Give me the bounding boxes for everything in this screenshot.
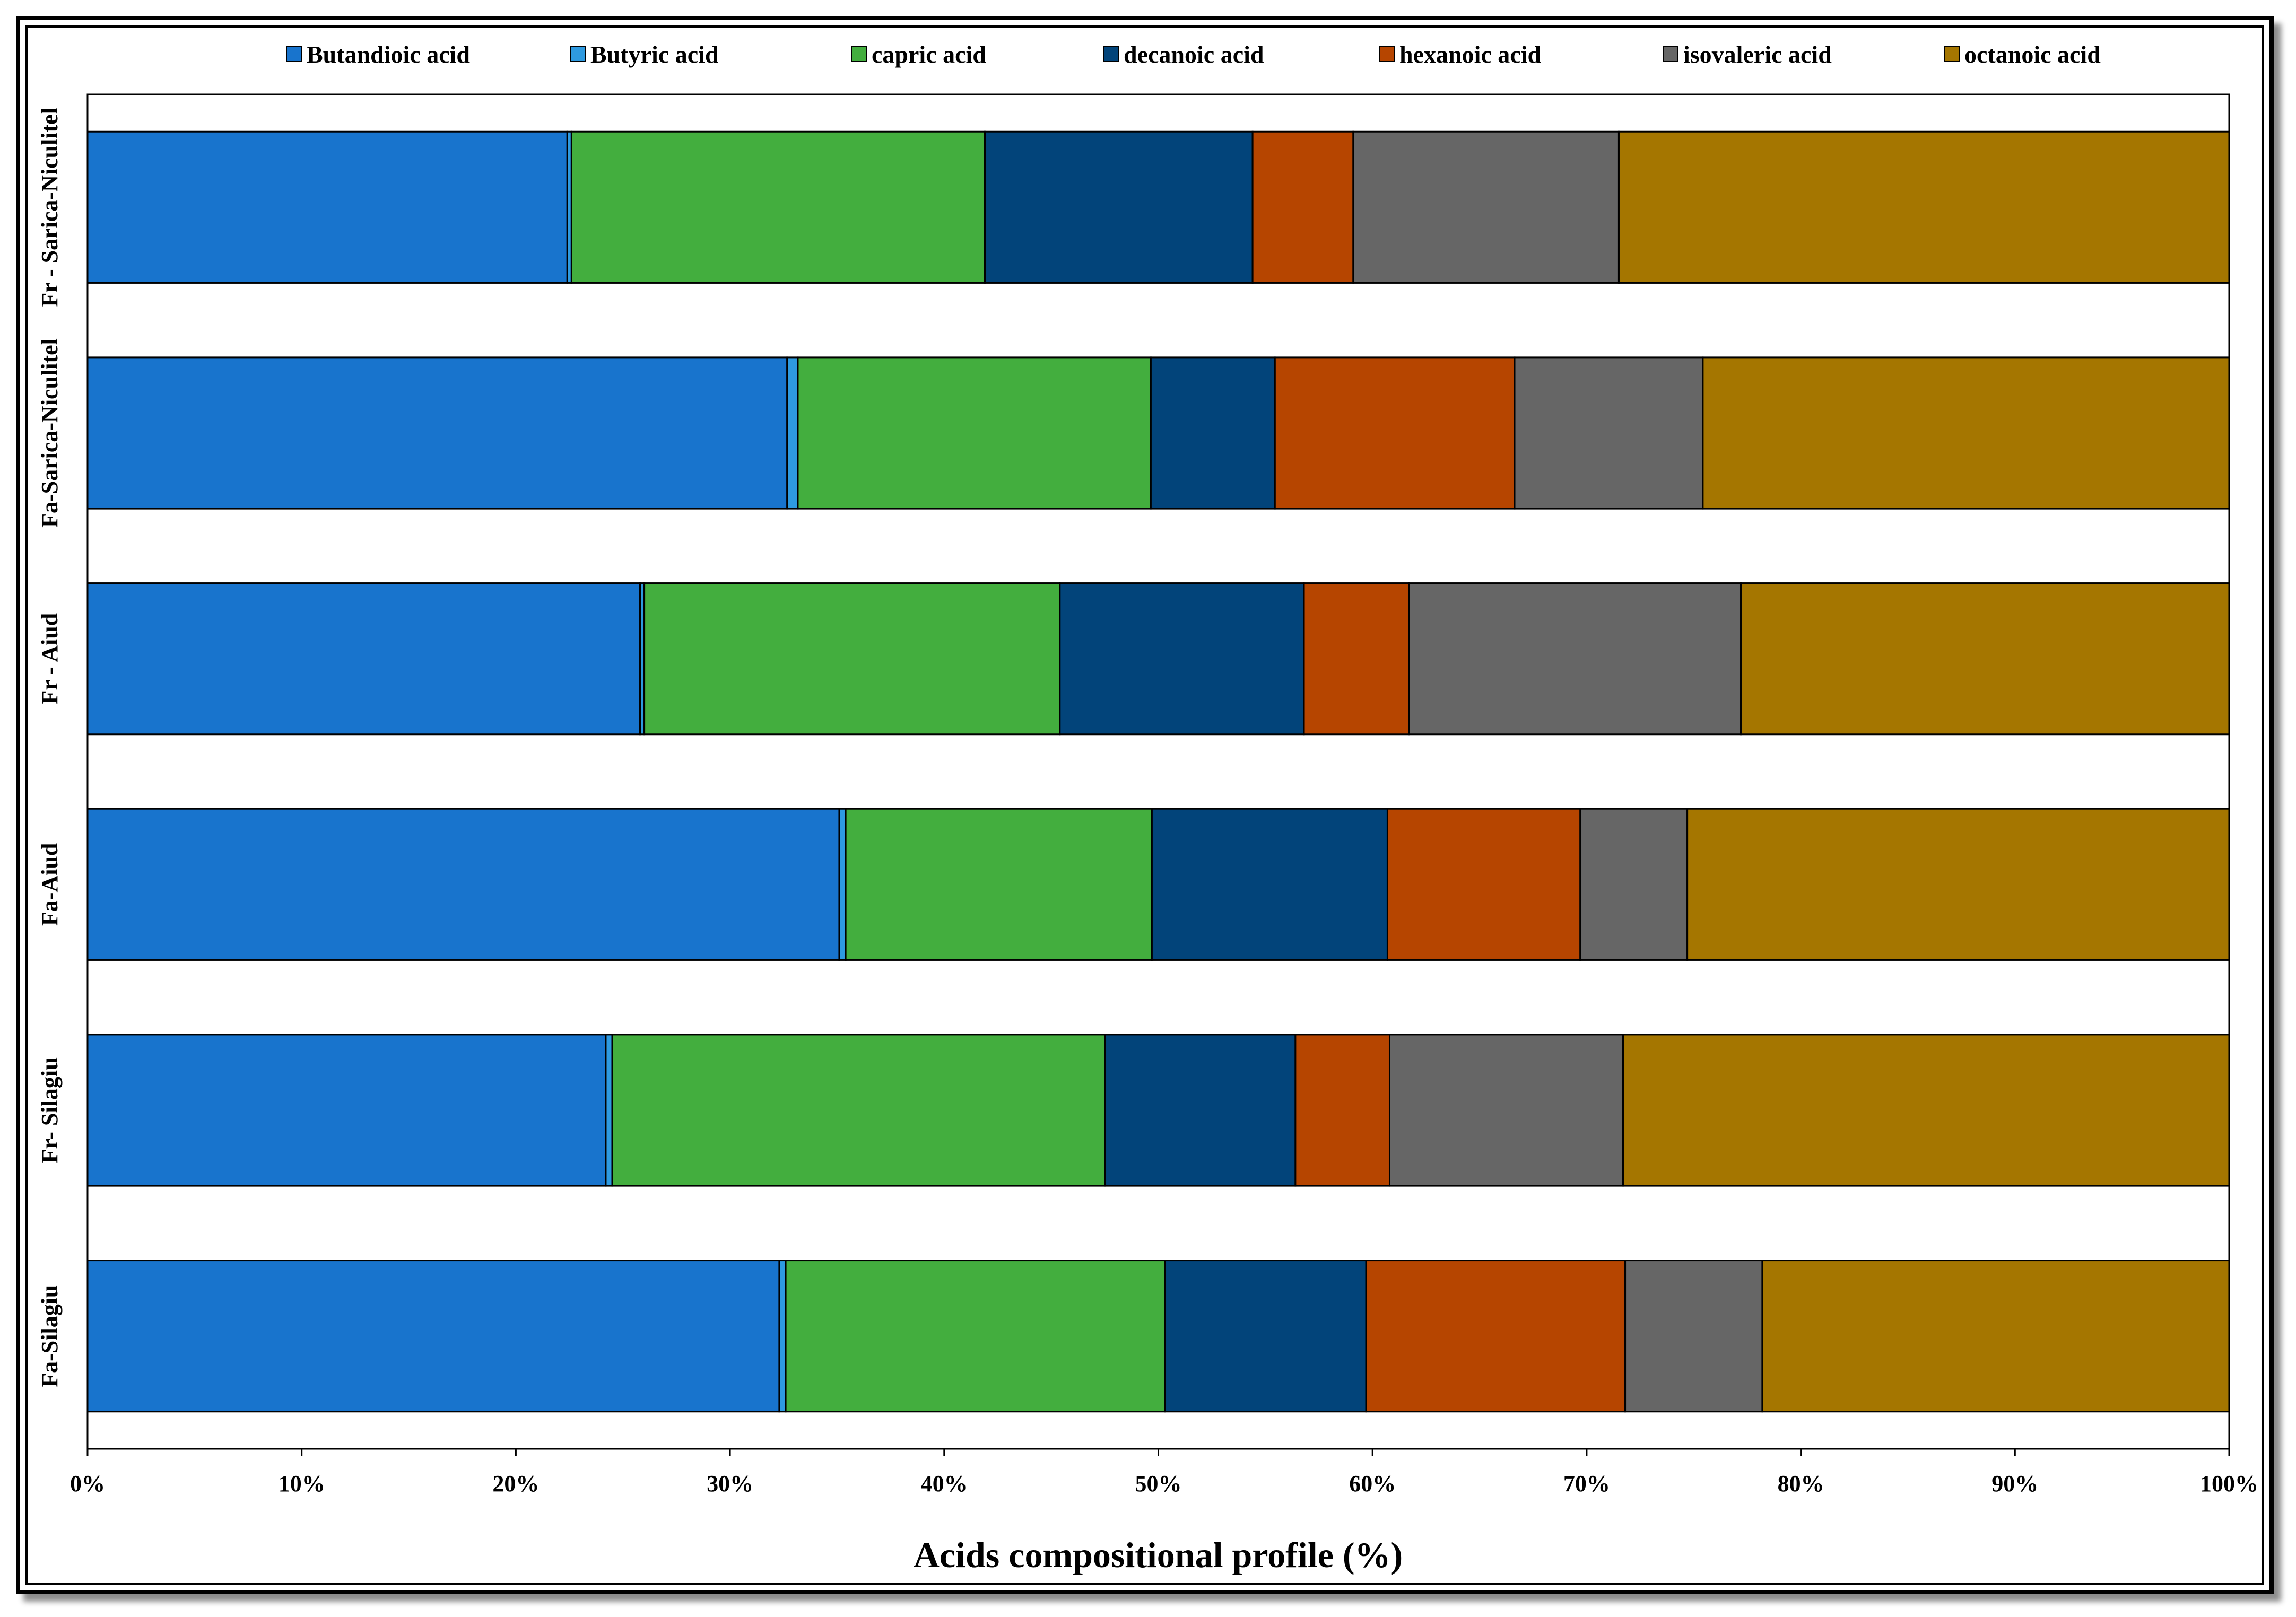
category-label-fa-silagiu: Fa-Silagiu — [37, 1285, 63, 1387]
bar-fr-silagiu-butandioic-acid — [86, 1034, 607, 1187]
bar-fa-sarica-niculitel-butandioic-acid — [86, 356, 788, 510]
legend-label-butyric-acid: Butyric acid — [590, 41, 719, 68]
x-tick-label: 70% — [1563, 1471, 1610, 1497]
legend-label-octanoic-acid: octanoic acid — [1964, 41, 2101, 68]
category-label-fr-sarica-niculitel: Fr - Sarica-Niculitel — [37, 108, 63, 307]
bar-fr-sarica-niculitel-decanoic-acid — [984, 130, 1254, 284]
x-axis-ticks: 0% 10% 20% 30% 40% 50% 60% 70% 80% 90% 100% — [70, 1449, 2258, 1497]
x-tick-label: 40% — [921, 1471, 968, 1497]
bar-fr-silagiu-octanoic-acid — [1622, 1034, 2230, 1187]
x-tick-label: 80% — [1778, 1471, 1824, 1497]
bar-fr-silagiu-hexanoic-acid — [1294, 1034, 1390, 1187]
bar-fr-aiud-octanoic-acid — [1740, 582, 2230, 736]
x-tick-label: 30% — [707, 1471, 753, 1497]
bar-fr-silagiu-isovaleric-acid — [1388, 1034, 1624, 1187]
bar-fa-aiud-isovaleric-acid — [1579, 808, 1689, 961]
bar-fa-sarica-niculitel-butyric-acid — [786, 356, 799, 510]
category-label-fr-silagiu: Fr- Silagiu — [37, 1057, 63, 1163]
bar-fa-sarica-niculitel-decanoic-acid — [1150, 356, 1276, 510]
x-axis-title: Acids compositional profile (%) — [914, 1535, 1403, 1575]
bar-fa-sarica-niculitel-capric-acid — [797, 356, 1152, 510]
legend-swatch-decanoic-acid — [1103, 46, 1119, 62]
bar-fr-aiud-decanoic-acid — [1059, 582, 1305, 736]
bar-fa-silagiu-hexanoic-acid — [1365, 1260, 1627, 1413]
bar-fr-sarica-niculitel-capric-acid — [570, 130, 986, 284]
bar-fa-aiud-octanoic-acid — [1686, 808, 2230, 961]
legend-label-capric-acid: capric acid — [872, 41, 986, 68]
legend-swatch-butyric-acid — [570, 46, 586, 62]
bar-fa-aiud-butyric-acid — [838, 808, 847, 961]
x-tick-label: 0% — [70, 1471, 105, 1497]
category-label-fr-aiud: Fr - Aiud — [37, 613, 63, 705]
x-tick-label: 50% — [1135, 1471, 1182, 1497]
legend-label-isovaleric-acid: isovaleric acid — [1683, 41, 1832, 68]
x-tick-label: 60% — [1349, 1471, 1396, 1497]
bar-fr-silagiu-decanoic-acid — [1104, 1034, 1297, 1187]
bar-fr-silagiu-butyric-acid — [605, 1034, 613, 1187]
bar-fa-aiud-decanoic-acid — [1151, 808, 1388, 961]
x-tick-label: 10% — [279, 1471, 325, 1497]
bar-fa-sarica-niculitel-octanoic-acid — [1702, 356, 2230, 510]
bar-fr-sarica-niculitel-hexanoic-acid — [1251, 130, 1354, 284]
bar-fr-aiud-isovaleric-acid — [1408, 582, 1742, 736]
legend-swatch-butandioic-acid — [286, 46, 302, 62]
plot-area — [86, 93, 2230, 1450]
bar-fr-sarica-niculitel-isovaleric-acid — [1352, 130, 1620, 284]
bar-fr-aiud-capric-acid — [643, 582, 1061, 736]
bar-fr-aiud-hexanoic-acid — [1303, 582, 1410, 736]
x-tick-label: 20% — [492, 1471, 539, 1497]
legend-label-hexanoic-acid: hexanoic acid — [1399, 41, 1541, 68]
x-tick-label: 90% — [1991, 1471, 2038, 1497]
legend-label-decanoic-acid: decanoic acid — [1124, 41, 1264, 68]
x-tick-label: 100% — [2200, 1471, 2258, 1497]
legend-swatch-isovaleric-acid — [1663, 46, 1678, 62]
bar-fa-silagiu-octanoic-acid — [1761, 1260, 2230, 1413]
bar-fa-silagiu-isovaleric-acid — [1624, 1260, 1763, 1413]
bar-fa-silagiu-butyric-acid — [778, 1260, 787, 1413]
legend-swatch-capric-acid — [851, 46, 867, 62]
legend: Butandioic acid Butyric acid capric acid de… — [286, 41, 2101, 68]
bars-group — [86, 130, 2230, 1413]
legend-swatch-octanoic-acid — [1944, 46, 1960, 62]
bar-fr-silagiu-capric-acid — [611, 1034, 1106, 1187]
category-label-fa-sarica-niculitel: Fa-Sarica-Niculitel — [37, 338, 63, 528]
bar-fa-aiud-hexanoic-acid — [1386, 808, 1581, 961]
category-label-fa-aiud: Fa-Aiud — [37, 843, 63, 926]
legend-swatch-hexanoic-acid — [1379, 46, 1395, 62]
bar-fa-aiud-butandioic-acid — [86, 808, 840, 961]
bar-fr-aiud-butandioic-acid — [86, 582, 641, 736]
bar-fa-sarica-niculitel-hexanoic-acid — [1274, 356, 1516, 510]
bar-fa-silagiu-decanoic-acid — [1164, 1260, 1367, 1413]
y-axis-labels: Fa-Silagiu Fr- Silagiu Fa-Aiud Fr - Aiud Fa-… — [37, 108, 63, 1387]
bar-fa-silagiu-butandioic-acid — [86, 1260, 780, 1413]
bar-fa-aiud-capric-acid — [845, 808, 1153, 961]
bar-fr-sarica-niculitel-octanoic-acid — [1617, 130, 2230, 284]
bar-fa-silagiu-capric-acid — [785, 1260, 1166, 1413]
legend-label-butandioic-acid: Butandioic acid — [307, 41, 470, 68]
bar-fr-sarica-niculitel-butandioic-acid — [86, 130, 568, 284]
bar-fa-sarica-niculitel-isovaleric-acid — [1514, 356, 1704, 510]
